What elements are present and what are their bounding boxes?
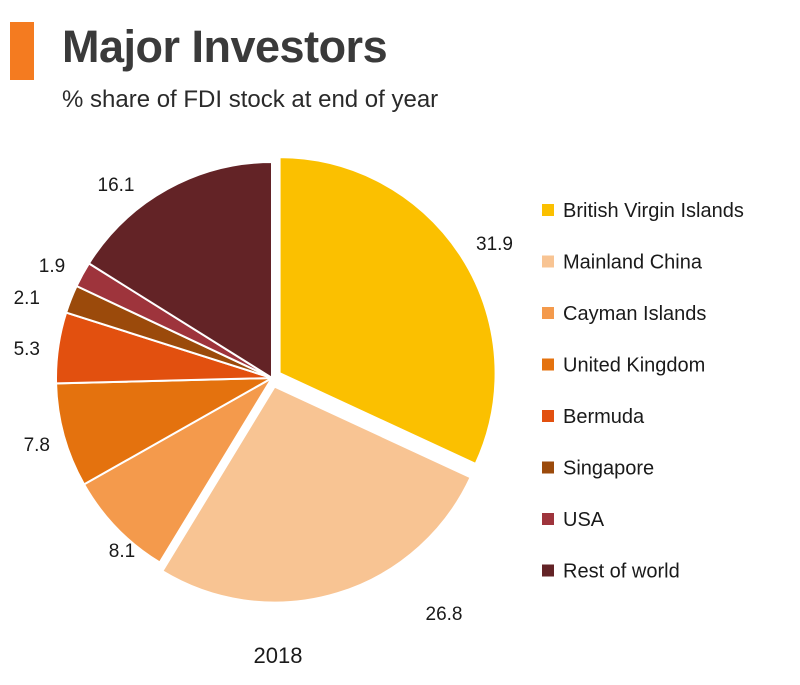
value-label-rest-of-world: 16.1 xyxy=(98,175,135,196)
legend-label: British Virgin Islands xyxy=(563,200,744,222)
legend-item-bermuda: Bermuda xyxy=(542,406,645,428)
pie-slice-mainland-china xyxy=(160,385,472,604)
legend-swatch xyxy=(542,307,554,319)
legend-item-singapore: Singapore xyxy=(542,458,654,480)
legend: British Virgin Islands Mainland China Caym… xyxy=(542,200,744,583)
legend-label: USA xyxy=(563,509,605,531)
legend-label: Singapore xyxy=(563,458,654,480)
legend-item-united-kingdom: United Kingdom xyxy=(542,355,705,377)
legend-label: Bermuda xyxy=(563,406,645,428)
legend-item-british-virgin-islands: British Virgin Islands xyxy=(542,200,744,222)
value-label-united-kingdom: 7.8 xyxy=(24,435,50,456)
legend-label: Mainland China xyxy=(563,252,703,274)
legend-label: United Kingdom xyxy=(563,355,705,377)
legend-swatch xyxy=(542,255,554,268)
legend-swatch xyxy=(542,461,554,474)
legend-swatch xyxy=(542,513,554,525)
pie-slice-united-kingdom xyxy=(55,377,273,486)
value-label-cayman-islands: 8.1 xyxy=(109,541,135,562)
legend-label: Rest of world xyxy=(563,561,680,583)
chart-title: Major Investors xyxy=(62,21,388,72)
value-label-british-virgin-islands: 31.9 xyxy=(476,234,513,255)
value-label-usa: 1.9 xyxy=(39,256,65,277)
value-label-bermuda: 5.3 xyxy=(14,339,40,360)
pie-value-labels: 31.9 26.8 8.1 7.8 5.3 2.1 1.9 16.1 xyxy=(14,175,513,625)
legend-swatch xyxy=(542,564,554,577)
legend-item-cayman-islands: Cayman Islands xyxy=(542,303,706,325)
legend-item-usa: USA xyxy=(542,509,605,531)
legend-item-rest-of-world: Rest of world xyxy=(542,561,680,583)
legend-item-mainland-china: Mainland China xyxy=(542,252,703,274)
legend-swatch xyxy=(542,358,554,371)
pie-slice-rest-of-world xyxy=(87,160,273,380)
pie-slice-cayman-islands xyxy=(82,375,275,564)
legend-swatch xyxy=(542,204,554,216)
legend-swatch xyxy=(542,410,554,422)
pie-slices xyxy=(55,156,497,604)
title-accent-bar xyxy=(10,22,34,80)
year-label: 2018 xyxy=(254,643,303,668)
chart-subtitle: % share of FDI stock at end of year xyxy=(62,86,439,113)
legend-label: Cayman Islands xyxy=(563,303,706,325)
value-label-singapore: 2.1 xyxy=(14,288,40,309)
pie-slice-british-virgin-islands xyxy=(278,156,497,466)
value-label-mainland-china: 26.8 xyxy=(426,604,463,625)
